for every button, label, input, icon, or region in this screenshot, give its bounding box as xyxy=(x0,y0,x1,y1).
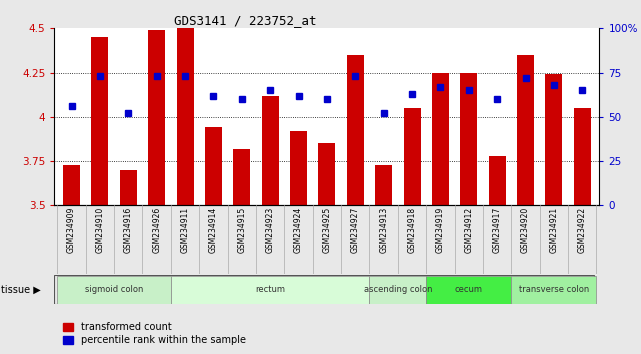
Text: ascending colon: ascending colon xyxy=(363,285,432,294)
Text: sigmoid colon: sigmoid colon xyxy=(85,285,144,294)
Bar xyxy=(148,30,165,205)
Bar xyxy=(205,127,222,205)
Bar xyxy=(432,73,449,205)
Bar xyxy=(262,96,279,205)
Bar xyxy=(517,55,534,205)
Bar xyxy=(319,143,335,205)
Bar xyxy=(57,276,171,304)
Bar xyxy=(369,276,426,304)
Bar xyxy=(290,131,307,205)
Bar xyxy=(488,156,506,205)
Bar xyxy=(512,276,597,304)
Bar xyxy=(404,108,420,205)
Text: transverse colon: transverse colon xyxy=(519,285,589,294)
Bar xyxy=(171,276,369,304)
Bar xyxy=(176,28,194,205)
Bar xyxy=(233,149,250,205)
Bar xyxy=(120,170,137,205)
Bar xyxy=(426,276,512,304)
Bar xyxy=(92,37,108,205)
Bar xyxy=(574,108,591,205)
Text: tissue ▶: tissue ▶ xyxy=(1,285,41,295)
Text: GDS3141 / 223752_at: GDS3141 / 223752_at xyxy=(174,14,317,27)
Bar xyxy=(375,165,392,205)
Text: rectum: rectum xyxy=(255,285,285,294)
Bar xyxy=(63,165,80,205)
Bar xyxy=(545,74,562,205)
Legend: transformed count, percentile rank within the sample: transformed count, percentile rank withi… xyxy=(60,319,249,349)
Bar xyxy=(347,55,364,205)
Bar xyxy=(460,73,478,205)
Text: cecum: cecum xyxy=(455,285,483,294)
